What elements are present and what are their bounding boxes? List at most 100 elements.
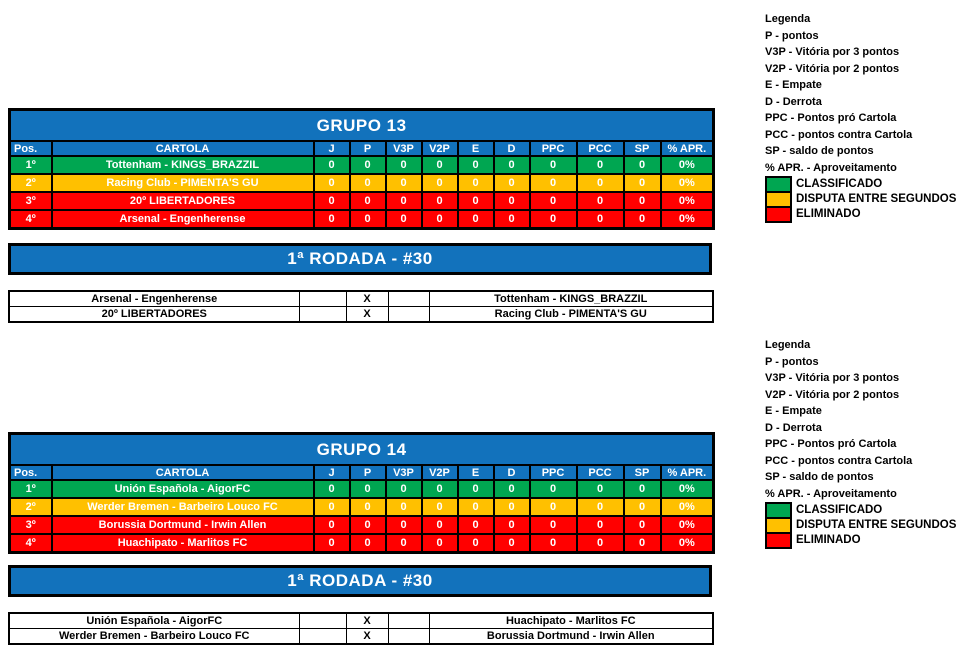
column-header: PCC: [575, 464, 625, 481]
cell-pos: 4º: [8, 533, 53, 554]
match-x: X: [345, 306, 389, 323]
cell-stat: 0: [384, 497, 423, 517]
cell-stat: 0: [492, 497, 531, 517]
cell-stat: 0: [492, 479, 531, 499]
standings-row: 3º 20º LIBERTADORES 0 0 0 0 0 0 0 0 0 0%: [8, 191, 715, 211]
standings-row: 3º Borussia Dortmund - Irwin Allen 0 0 0 0 0 0 0…: [8, 515, 715, 535]
cell-stat: 0: [528, 515, 578, 535]
group-title: GRUPO 13: [8, 108, 715, 142]
match-blank-cell: [387, 306, 430, 323]
cell-stat: 0: [492, 191, 531, 211]
cell-pos: 3º: [8, 515, 53, 535]
cell-stat: 0: [348, 515, 387, 535]
cell-stat: 0: [420, 209, 459, 230]
cell-stat: 0: [420, 155, 459, 175]
cell-apr: 0%: [659, 155, 715, 175]
fixtures-table: Arsenal - Engenherense X Tottenham - KINGS…: [8, 290, 714, 323]
legend-title: Legenda: [765, 13, 811, 25]
match-row: 20º LIBERTADORES X Racing Club - PIMENTA'S…: [8, 306, 714, 323]
cell-stat: 0: [384, 479, 423, 499]
cell-apr: 0%: [659, 497, 715, 517]
column-header: J: [312, 140, 351, 157]
standings-row: 1º Unión Española - AigorFC 0 0 0 0 0 0 0 0 0 0%: [8, 479, 715, 499]
column-header: E: [456, 140, 495, 157]
column-header: V3P: [384, 140, 423, 157]
cell-stat: 0: [622, 173, 662, 193]
legend-entry: P - pontos: [765, 29, 819, 42]
cell-stat: 0: [456, 497, 495, 517]
column-header: V2P: [420, 464, 459, 481]
cell-stat: 0: [384, 191, 423, 211]
legend-class-label: DISPUTA ENTRE SEGUNDOS: [796, 193, 957, 206]
match-home: Arsenal - Engenherense: [8, 290, 300, 307]
cell-stat: 0: [312, 515, 351, 535]
cell-stat: 0: [384, 173, 423, 193]
legend-class-label: DISPUTA ENTRE SEGUNDOS: [796, 519, 957, 532]
cell-cartola: Huachipato - Marlitos FC: [50, 533, 315, 554]
legend-class-label: CLASSIFICADO: [796, 504, 883, 517]
cell-pos: 4º: [8, 209, 53, 230]
legend-entry: D - Derrota: [765, 421, 822, 434]
match-blank-cell: [298, 306, 347, 323]
cell-stat: 0: [575, 479, 625, 499]
standings-row: 2º Racing Club - PIMENTA'S GU 0 0 0 0 0 0 0 0 0 0%: [8, 173, 715, 193]
column-header: PPC: [528, 464, 578, 481]
standings-row: 2º Werder Bremen - Barbeiro Louco FC 0 0 0 0 0…: [8, 497, 715, 517]
standings-row: 1º Tottenham - KINGS_BRAZZIL 0 0 0 0 0 0 0 0 0 0%: [8, 155, 715, 175]
cell-stat: 0: [348, 173, 387, 193]
cell-cartola: Tottenham - KINGS_BRAZZIL: [50, 155, 315, 175]
cell-stat: 0: [528, 155, 578, 175]
cell-stat: 0: [528, 191, 578, 211]
cell-stat: 0: [348, 497, 387, 517]
legend-entry: V3P - Vitória por 3 pontos: [765, 372, 900, 384]
legend-entry: E - Empate: [765, 79, 822, 91]
cell-stat: 0: [575, 209, 625, 230]
cell-stat: 0: [622, 191, 662, 211]
cell-stat: 0: [575, 173, 625, 193]
cell-pos: 3º: [8, 191, 53, 211]
match-blank-cell: [387, 612, 430, 629]
cell-stat: 0: [420, 515, 459, 535]
cell-stat: 0: [492, 515, 531, 535]
match-x: X: [345, 628, 389, 645]
cell-stat: 0: [456, 173, 495, 193]
fixtures-table: Unión Española - AigorFC X Huachipato - Ma…: [8, 612, 714, 645]
round-title: 1ª RODADA - #30: [287, 571, 433, 590]
cell-stat: 0: [456, 533, 495, 554]
legend-entry: SP - saldo de pontos: [765, 145, 874, 157]
column-header: % APR.: [659, 140, 715, 157]
cell-cartola: Arsenal - Engenherense: [50, 209, 315, 230]
legend-class-item: DISPUTA ENTRE SEGUNDOS: [765, 191, 956, 208]
cell-stat: 0: [622, 209, 662, 230]
cell-stat: 0: [384, 533, 423, 554]
standings-row: 4º Huachipato - Marlitos FC 0 0 0 0 0 0 0 0 0 0%: [8, 533, 715, 554]
legend-class-item: CLASSIFICADO: [765, 176, 956, 193]
cell-pos: 2º: [8, 173, 53, 193]
legend-title: Legenda: [765, 339, 811, 351]
legend-entry: PCC - pontos contra Cartola: [765, 128, 913, 141]
cell-stat: 0: [622, 533, 662, 554]
cell-cartola: 20º LIBERTADORES: [50, 191, 315, 211]
cell-stat: 0: [575, 191, 625, 211]
round-title: 1ª RODADA - #30: [287, 249, 433, 268]
legend-entry: V3P - Vitória por 3 pontos: [765, 46, 900, 58]
cell-stat: 0: [420, 497, 459, 517]
legend-entry: V2P - Vitória por 2 pontos: [765, 388, 900, 401]
match-away: Borussia Dortmund - Irwin Allen: [428, 628, 714, 645]
legend-entry: E - Empate: [765, 405, 822, 417]
match-home: Werder Bremen - Barbeiro Louco FC: [8, 628, 300, 645]
cell-stat: 0: [348, 533, 387, 554]
match-away: Racing Club - PIMENTA'S GU: [428, 306, 714, 323]
cell-stat: 0: [384, 155, 423, 175]
cell-stat: 0: [348, 191, 387, 211]
standings-row: 4º Arsenal - Engenherense 0 0 0 0 0 0 0 0 0 0%: [8, 209, 715, 230]
cell-stat: 0: [492, 155, 531, 175]
cell-cartola: Werder Bremen - Barbeiro Louco FC: [50, 497, 315, 517]
cell-stat: 0: [622, 497, 662, 517]
legend-entry: % APR. - Aproveitamento: [765, 161, 897, 174]
cell-stat: 0: [575, 497, 625, 517]
legend-class-label: ELIMINADO: [796, 208, 861, 221]
cell-cartola: Unión Española - AigorFC: [50, 479, 315, 499]
column-header: J: [312, 464, 351, 481]
